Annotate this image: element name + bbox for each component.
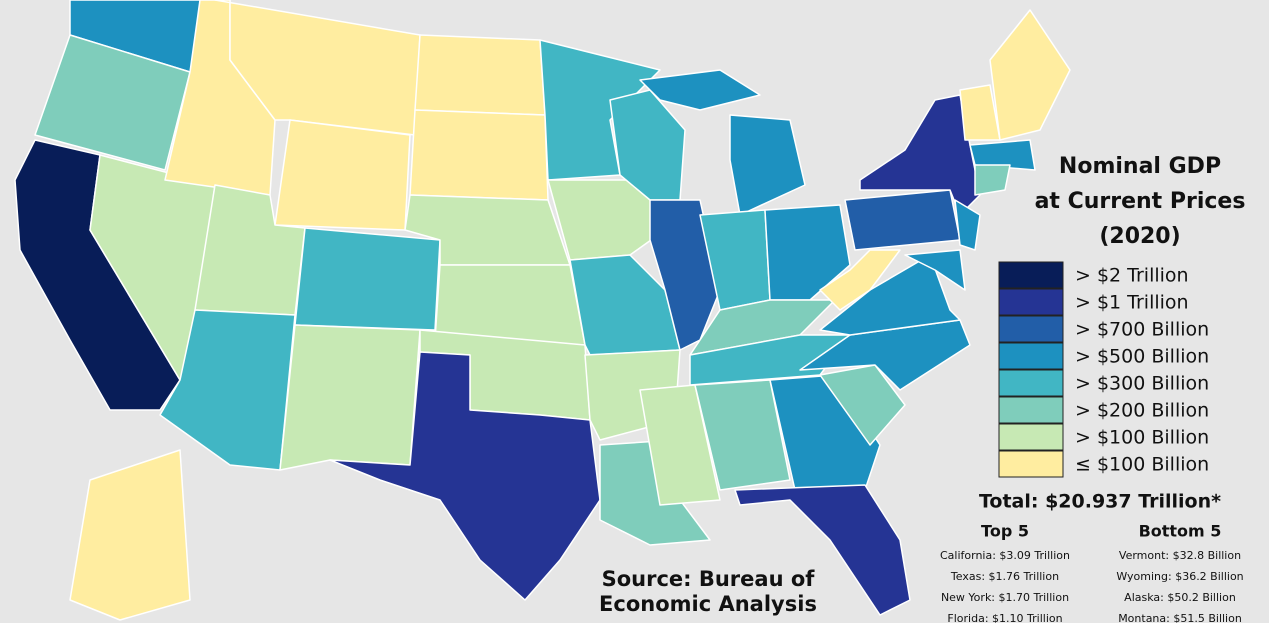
bottom5-item: Alaska: $50.2 Billion xyxy=(1124,591,1236,604)
top5-item: California: $3.09 Trillion xyxy=(940,549,1070,562)
state xyxy=(329,351,601,601)
state xyxy=(729,114,806,216)
legend-label: ≤ $100 Billion xyxy=(1075,454,1209,476)
legend-swatch xyxy=(998,288,1064,316)
legend-label: > $1 Trillion xyxy=(1075,292,1189,314)
state xyxy=(639,69,761,111)
state xyxy=(954,199,981,251)
legend-title: at Current Prices xyxy=(1035,189,1246,214)
state xyxy=(294,227,441,331)
state xyxy=(34,34,191,171)
state xyxy=(844,189,961,251)
legend-label: > $700 Billion xyxy=(1075,319,1209,341)
top5-title: Top 5 xyxy=(981,522,1029,541)
legend-title: Nominal GDP xyxy=(1059,154,1221,179)
state xyxy=(639,384,721,506)
legend-label: > $300 Billion xyxy=(1075,373,1209,395)
legend-swatch xyxy=(998,315,1064,343)
legend-swatch xyxy=(998,342,1064,370)
state xyxy=(159,309,296,471)
state xyxy=(694,379,791,491)
legend-label: > $500 Billion xyxy=(1075,346,1209,368)
legend-swatch xyxy=(998,423,1064,451)
top5-item: New York: $1.70 Trillion xyxy=(941,591,1069,604)
top5-item: Florida: $1.10 Trillion xyxy=(947,612,1062,623)
state xyxy=(904,249,966,291)
total: Total: $20.937 Trillion* xyxy=(979,491,1221,513)
legend-swatch xyxy=(998,450,1064,478)
source: Source: Bureau of xyxy=(602,567,816,591)
state xyxy=(819,364,906,446)
state xyxy=(989,9,1071,141)
state xyxy=(539,39,661,181)
bottom5-item: Montana: $51.5 Billion xyxy=(1118,612,1242,623)
legend-label: > $2 Trillion xyxy=(1075,265,1189,287)
legend-label: > $100 Billion xyxy=(1075,427,1209,449)
legend-title: (2020) xyxy=(1099,224,1180,249)
state xyxy=(974,164,1011,196)
source: Economic Analysis xyxy=(599,592,817,616)
bottom5-title: Bottom 5 xyxy=(1139,522,1222,541)
state xyxy=(734,484,911,616)
state xyxy=(279,324,421,471)
state xyxy=(274,119,411,231)
state xyxy=(69,449,191,621)
legend-swatch xyxy=(998,396,1064,424)
top5-item: Texas: $1.76 Trillion xyxy=(950,570,1059,583)
state xyxy=(969,139,1036,171)
legend-swatch xyxy=(998,261,1064,289)
state xyxy=(409,109,549,201)
bottom5-item: Vermont: $32.8 Billion xyxy=(1119,549,1241,562)
state xyxy=(819,249,901,311)
bottom5-item: Wyoming: $36.2 Billion xyxy=(1116,570,1243,583)
state xyxy=(859,94,981,216)
legend-swatch xyxy=(998,369,1064,397)
states xyxy=(14,0,1071,621)
labels: Nominal GDP at Current Prices (2020) > $2 T… xyxy=(599,154,1245,623)
legend-label: > $200 Billion xyxy=(1075,400,1209,422)
state xyxy=(414,34,546,116)
